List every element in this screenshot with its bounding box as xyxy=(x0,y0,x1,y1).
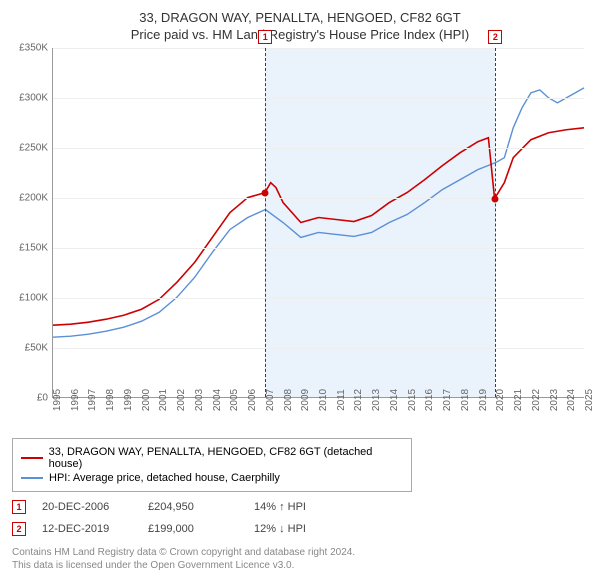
legend-swatch xyxy=(21,477,43,479)
x-tick-label: 2016 xyxy=(424,389,435,411)
x-tick-label: 2020 xyxy=(495,389,506,411)
plot-area: 12 xyxy=(52,48,584,398)
transaction-badge: 2 xyxy=(12,522,26,536)
transaction-delta: 14% ↑ HPI xyxy=(254,501,344,513)
gridline xyxy=(53,98,584,99)
legend: 33, DRAGON WAY, PENALLTA, HENGOED, CF82 … xyxy=(12,438,412,492)
x-tick-label: 2005 xyxy=(229,389,240,411)
footnote-line: This data is licensed under the Open Gov… xyxy=(12,559,588,572)
gridline xyxy=(53,148,584,149)
gridline xyxy=(53,348,584,349)
x-tick-label: 2004 xyxy=(212,389,223,411)
y-tick-label: £50K xyxy=(25,343,48,354)
transaction-row: 2 12-DEC-2019 £199,000 12% ↓ HPI xyxy=(12,522,588,536)
x-tick-label: 2025 xyxy=(584,389,595,411)
transaction-price: £204,950 xyxy=(148,501,238,513)
x-tick-label: 2006 xyxy=(247,389,258,411)
legend-item: HPI: Average price, detached house, Caer… xyxy=(21,472,403,484)
y-axis: £0£50K£100K£150K£200K£250K£300K£350K xyxy=(12,48,52,398)
x-tick-label: 2010 xyxy=(318,389,329,411)
y-tick-label: £100K xyxy=(19,293,48,304)
transaction-row: 1 20-DEC-2006 £204,950 14% ↑ HPI xyxy=(12,500,588,514)
x-tick-label: 1999 xyxy=(123,389,134,411)
gridline xyxy=(53,198,584,199)
x-tick-label: 2009 xyxy=(300,389,311,411)
footnote: Contains HM Land Registry data © Crown c… xyxy=(12,546,588,572)
series-svg xyxy=(53,48,584,397)
transaction-dot xyxy=(492,196,499,203)
gridline xyxy=(53,48,584,49)
transaction-date: 20-DEC-2006 xyxy=(42,501,132,513)
gridline xyxy=(53,298,584,299)
legend-item: 33, DRAGON WAY, PENALLTA, HENGOED, CF82 … xyxy=(21,446,403,470)
y-tick-label: £200K xyxy=(19,193,48,204)
x-tick-label: 2011 xyxy=(336,389,347,411)
x-tick-label: 2013 xyxy=(371,389,382,411)
x-tick-label: 2014 xyxy=(389,389,400,411)
x-tick-label: 1998 xyxy=(105,389,116,411)
chart-container: 33, DRAGON WAY, PENALLTA, HENGOED, CF82 … xyxy=(0,0,600,580)
gridline xyxy=(53,248,584,249)
marker-badge: 2 xyxy=(488,30,502,44)
legend-label: HPI: Average price, detached house, Caer… xyxy=(49,472,280,484)
x-tick-label: 2002 xyxy=(176,389,187,411)
x-tick-label: 2007 xyxy=(265,389,276,411)
transaction-date: 12-DEC-2019 xyxy=(42,523,132,535)
x-tick-label: 1995 xyxy=(52,389,63,411)
legend-label: 33, DRAGON WAY, PENALLTA, HENGOED, CF82 … xyxy=(49,446,403,470)
x-tick-label: 2018 xyxy=(460,389,471,411)
x-tick-label: 2019 xyxy=(478,389,489,411)
y-tick-label: £250K xyxy=(19,143,48,154)
x-tick-label: 2008 xyxy=(283,389,294,411)
x-tick-label: 2000 xyxy=(141,389,152,411)
x-tick-label: 2003 xyxy=(194,389,205,411)
transaction-dot xyxy=(262,190,269,197)
transaction-price: £199,000 xyxy=(148,523,238,535)
y-tick-label: £0 xyxy=(37,393,48,404)
reference-vline xyxy=(265,48,266,397)
y-tick-label: £150K xyxy=(19,243,48,254)
x-axis: 1995199619971998199920002001200220032004… xyxy=(52,398,584,428)
x-tick-label: 2023 xyxy=(549,389,560,411)
chart-area: £0£50K£100K£150K£200K£250K£300K£350K 12 … xyxy=(12,48,588,428)
legend-swatch xyxy=(21,457,43,459)
transactions-list: 1 20-DEC-2006 £204,950 14% ↑ HPI 2 12-DEC-201… xyxy=(12,500,588,536)
title-address: 33, DRAGON WAY, PENALLTA, HENGOED, CF82 … xyxy=(12,10,588,25)
x-tick-label: 2001 xyxy=(158,389,169,411)
footnote-line: Contains HM Land Registry data © Crown c… xyxy=(12,546,588,559)
x-tick-label: 2012 xyxy=(353,389,364,411)
y-tick-label: £300K xyxy=(19,93,48,104)
reference-vline xyxy=(495,48,496,397)
transaction-delta: 12% ↓ HPI xyxy=(254,523,344,535)
x-tick-label: 2024 xyxy=(566,389,577,411)
series-line xyxy=(53,88,584,337)
x-tick-label: 2017 xyxy=(442,389,453,411)
x-tick-label: 1997 xyxy=(87,389,98,411)
x-tick-label: 2022 xyxy=(531,389,542,411)
y-tick-label: £350K xyxy=(19,43,48,54)
x-tick-label: 2015 xyxy=(407,389,418,411)
x-tick-label: 2021 xyxy=(513,389,524,411)
transaction-badge: 1 xyxy=(12,500,26,514)
x-tick-label: 1996 xyxy=(70,389,81,411)
marker-badge: 1 xyxy=(258,30,272,44)
